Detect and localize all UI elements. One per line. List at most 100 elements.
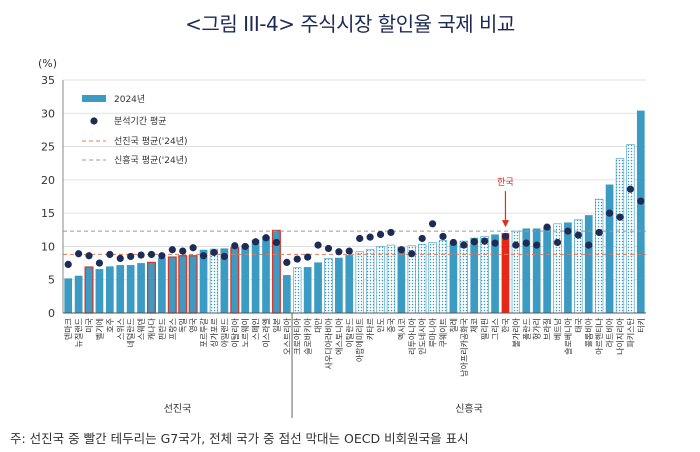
bar-크로아티아 bbox=[293, 267, 302, 314]
x-tick-label: 아르헨티나 bbox=[594, 317, 604, 354]
x-tick-label: 스페인 bbox=[251, 318, 261, 340]
bar-이탈리아 bbox=[230, 247, 240, 314]
x-tick-label: 캐나다 bbox=[147, 317, 156, 340]
bar-콜롬비아 bbox=[584, 215, 593, 313]
x-tick-label: 네덜란드 bbox=[126, 318, 136, 347]
x-tick-label: 멕시코 bbox=[396, 318, 406, 340]
bar-아르헨티나 bbox=[594, 198, 604, 314]
bar-미국 bbox=[84, 266, 94, 314]
x-tick-label: 브라질 bbox=[543, 318, 552, 340]
x-tick-label: 일본 bbox=[272, 318, 281, 333]
dot-인도 bbox=[376, 230, 385, 239]
dot-이스라엘 bbox=[262, 234, 270, 242]
bar-독일 bbox=[178, 255, 188, 314]
x-tick-label: 리투아니아 bbox=[407, 317, 417, 354]
x-tick-label: 인도 bbox=[376, 318, 386, 333]
dot-브라질 bbox=[543, 223, 551, 231]
dot-대만 bbox=[314, 241, 322, 249]
group-label: 신흥국 bbox=[455, 402, 483, 415]
bar-나이지리아 bbox=[615, 158, 625, 314]
y-tick-label: 15 bbox=[41, 207, 55, 220]
bar-호주 bbox=[105, 266, 114, 313]
dot-덴마크 bbox=[64, 260, 72, 269]
dot-베트남 bbox=[553, 238, 562, 247]
dot-멕시코 bbox=[397, 246, 405, 254]
x-tick-label: 나이지리아 bbox=[615, 317, 625, 354]
bar-한국 bbox=[501, 233, 510, 313]
x-tick-label: 칠레 bbox=[449, 318, 458, 333]
x-tick-label: 체코 bbox=[469, 318, 479, 333]
x-tick-label: 벨기에 bbox=[94, 318, 104, 340]
bar-스웨덴 bbox=[137, 263, 145, 313]
legend-adv-label: 선진국 평균('24년) bbox=[114, 136, 188, 147]
bar-슬로바키아 bbox=[303, 267, 312, 313]
x-tick-label: 베트남 bbox=[554, 317, 563, 340]
chart-title: <그림 III-4> 주식시장 할인율 국제 비교 bbox=[185, 12, 515, 36]
bar-아랍에미리트 bbox=[355, 251, 364, 314]
dot-중국 bbox=[387, 228, 395, 237]
x-tick-label: 슬로베니아 bbox=[563, 317, 573, 354]
x-tick-label: 슬로바키아 bbox=[303, 317, 313, 354]
legend-bar-swatch bbox=[82, 95, 106, 102]
dot-크로아티아 bbox=[293, 255, 301, 263]
highlight-arrow-head bbox=[501, 220, 509, 228]
dot-쿠웨이트 bbox=[439, 232, 447, 241]
bar-에스토니아 bbox=[335, 257, 343, 313]
x-tick-label: 그리스 bbox=[491, 318, 500, 340]
x-tick-label: 불가리아 bbox=[511, 317, 521, 347]
x-tick-label: 핀란드 bbox=[157, 318, 167, 340]
x-tick-label: 이탈란드 bbox=[344, 318, 354, 347]
x-tick-label: 인도네시아 bbox=[417, 317, 427, 354]
dot-핀란드 bbox=[158, 252, 166, 260]
dot-포르투갈 bbox=[199, 252, 208, 260]
bar-라트비아 bbox=[605, 184, 614, 313]
x-tick-label: 영국 bbox=[188, 318, 198, 333]
x-tick-label: 독일 bbox=[179, 318, 188, 333]
dot-슬로베니아 bbox=[564, 227, 572, 235]
dot-아르헨티나 bbox=[595, 228, 603, 237]
bar-헝가리 bbox=[532, 228, 541, 313]
dot-폴란드 bbox=[522, 239, 530, 247]
dot-아랍에미리트 bbox=[356, 234, 364, 243]
x-tick-label: 프랑스 bbox=[167, 318, 177, 340]
x-tick-label: 파키스탄 bbox=[625, 317, 635, 347]
x-tick-label: 라트비아 bbox=[605, 317, 615, 347]
bar-중국 bbox=[386, 244, 396, 314]
x-tick-label: 사우디아라비아 bbox=[323, 317, 333, 369]
bar-카타르 bbox=[365, 249, 375, 314]
bar-오스트리아 bbox=[282, 275, 291, 313]
dot-오스트리아 bbox=[283, 258, 291, 267]
bar-영국 bbox=[188, 255, 198, 314]
dot-인도네시아 bbox=[418, 234, 426, 243]
dot-벨기에 bbox=[95, 259, 104, 267]
x-tick-label: 오스트리아 bbox=[282, 317, 292, 354]
dot-뉴질랜드 bbox=[75, 250, 83, 258]
dot-필리핀 bbox=[481, 237, 489, 245]
dot-스웨덴 bbox=[137, 251, 145, 259]
x-tick-label: 쿠웨이트 bbox=[438, 318, 448, 347]
x-tick-label: 아일랜드 bbox=[219, 318, 229, 347]
bar-핀란드 bbox=[158, 257, 166, 313]
bar-노르웨이 bbox=[241, 245, 250, 313]
bar-네덜란드 bbox=[126, 265, 135, 313]
y-tick-label: 0 bbox=[48, 307, 55, 320]
bar-멕시코 bbox=[397, 247, 406, 313]
x-tick-label: 스웨덴 bbox=[136, 318, 146, 340]
bar-브라질 bbox=[543, 227, 551, 313]
x-tick-label: 카타르 bbox=[366, 318, 375, 340]
legend-bar-label: 2024년 bbox=[114, 94, 145, 105]
bar-필리핀 bbox=[480, 236, 489, 314]
legend-dot-swatch bbox=[90, 117, 98, 125]
bar-슬로베니아 bbox=[564, 222, 572, 313]
x-tick-label: 폴란드 bbox=[521, 318, 531, 340]
bar-베트남 bbox=[553, 223, 562, 314]
bar-스페인 bbox=[251, 239, 260, 313]
dot-독일 bbox=[179, 247, 187, 255]
dot-콜롬비아 bbox=[585, 241, 593, 249]
bar-캐나다 bbox=[146, 261, 156, 314]
group-label: 선진국 bbox=[164, 403, 192, 415]
x-tick-label: 이스라엘 bbox=[261, 318, 271, 347]
bar-사우디아라비아 bbox=[324, 258, 333, 314]
dot-루마니아 bbox=[428, 220, 437, 228]
